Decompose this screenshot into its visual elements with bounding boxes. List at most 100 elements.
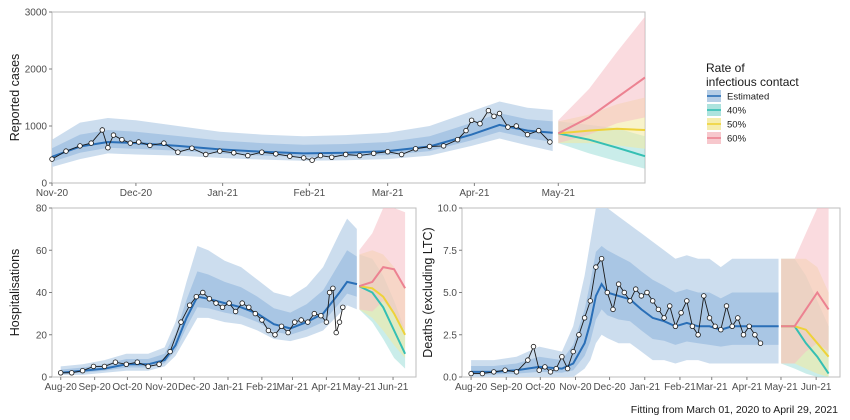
hospitalisations-ytick-label-2: 40 (36, 288, 48, 299)
deaths-observed-point (661, 315, 667, 321)
deaths-observed-point (723, 303, 730, 309)
deaths-observed-point (684, 298, 690, 304)
deaths-xtick-label-1: Sep-20 (490, 382, 523, 393)
cases-scenario-band-2 (558, 16, 645, 144)
cases-observed-point (426, 143, 433, 150)
hospitalisations-xtick-label-4: Dec-20 (178, 382, 211, 393)
hospitalisations-observed-point (285, 329, 291, 336)
deaths-ylabel: Deaths (excluding LTC) (421, 227, 435, 357)
hospitalisations-observed-point (193, 294, 199, 300)
cases-ylabel: Reported cases (8, 54, 22, 142)
cases-observed-point (329, 154, 335, 160)
deaths-observed-point (650, 298, 656, 304)
deaths-observed-point (513, 369, 520, 375)
hospitalisations-observed-point (340, 304, 346, 310)
hospitalisations-observed-point (145, 363, 151, 370)
cases-xtick-label-1: Dec-20 (120, 188, 153, 199)
hospitalisations-observed-point (246, 304, 252, 310)
hospitalisations-xtick-label-2: Oct-20 (112, 382, 142, 393)
hospitalisations-observed-point (305, 319, 311, 325)
deaths-observed-point (581, 315, 588, 321)
cases-observed-point (77, 143, 83, 149)
cases-observed-point (147, 142, 153, 149)
cases-observed-point (440, 143, 447, 149)
hospitalisations-observed-point (252, 310, 258, 317)
cases-observed-point (357, 152, 363, 159)
deaths-xtick-label-0: Aug-20 (455, 382, 488, 393)
cases-observed-point (110, 132, 117, 138)
legend-label-1: 40% (727, 106, 747, 117)
hospitalisations-ytick-label-1: 20 (36, 330, 48, 341)
caption: Fitting from March 01, 2020 to April 29,… (631, 404, 838, 416)
deaths-observed-point (667, 303, 673, 309)
hospitalisations-observed-point (330, 285, 336, 291)
deaths-xtick-label-6: Feb-21 (664, 382, 696, 393)
deaths-observed-point (718, 327, 724, 333)
deaths-chart-panel: 0.0 2.5 5.0 7.5 10.0 Aug-20 Sep-20 Oct-20 Nov-20… (421, 204, 841, 393)
cases-observed-point (309, 157, 315, 163)
deaths-observed-point (706, 315, 713, 321)
cases-observed-point (287, 153, 293, 159)
deaths-ytick-label-3: 7.5 (443, 246, 457, 257)
deaths-xtick-label-4: Dec-20 (593, 382, 626, 393)
cases-observed-point (505, 124, 511, 130)
cases-xtick-label-0: Nov-20 (36, 188, 69, 199)
deaths-observed-point (627, 298, 633, 304)
cases-ytick-label-1: 1000 (25, 122, 48, 133)
cases-ytick-label-2: 2000 (25, 65, 48, 76)
cases-observed-point (127, 140, 133, 146)
hospitalisations-observed-point (226, 300, 232, 306)
cases-xtick-label-2: Jan-21 (207, 188, 238, 199)
cases-observed-point (463, 127, 469, 134)
deaths-observed-point (570, 348, 576, 355)
hospitalisations-observed-point (213, 300, 219, 306)
cases-observed-point (496, 110, 503, 117)
cases-observed-point (477, 120, 483, 127)
hospitalisations-observed-point (333, 329, 339, 336)
hospitalisations-observed-point (101, 363, 108, 370)
deaths-observed-point (610, 306, 616, 313)
cases-observed-point (217, 148, 223, 154)
deaths-xtick-label-8: Apr-21 (732, 382, 762, 393)
hospitalisations-ylabel: Hospitalisations (8, 249, 22, 337)
deaths-observed-point (564, 365, 571, 372)
cases-observed-point (412, 146, 419, 152)
hospitalisations-observed-point (90, 363, 97, 370)
cases-observed-point (245, 152, 251, 159)
hospitalisations-observed-point (272, 332, 278, 338)
hospitalisations-observed-point (298, 317, 304, 323)
hospitalisations-observed-point (311, 310, 317, 317)
cases-observed-point (454, 136, 461, 143)
deaths-observed-point (757, 340, 764, 346)
deaths-xtick-label-7: Mar-21 (696, 382, 728, 393)
hospitalisations-observed-point (186, 302, 193, 308)
hospitalisations-observed-point (167, 348, 173, 355)
hospitalisations-observed-point (58, 370, 64, 376)
legend-label-3: 60% (727, 134, 747, 145)
deaths-scenario-band-2 (781, 208, 829, 364)
deaths-observed-point (536, 367, 542, 373)
deaths-observed-point (655, 306, 662, 313)
hospitalisations-xtick-label-1: Sep-20 (79, 382, 112, 393)
deaths-observed-point (559, 354, 565, 360)
hospitalisations-observed-point (265, 327, 272, 334)
cases-observed-point (88, 140, 94, 146)
deaths-ytick-label-2: 5.0 (443, 288, 457, 299)
legend-title-line1: Rate of (706, 61, 745, 75)
hospitalisations-observed-point (79, 368, 86, 374)
deaths-xtick-label-9: May-21 (764, 382, 798, 393)
hospitalisations-xtick-label-10: Jun-21 (378, 382, 409, 393)
cases-xtick-label-6: May-21 (542, 188, 576, 199)
hospitalisations-ytick-label-0: 0 (41, 373, 47, 384)
cases-observed-point (468, 117, 475, 123)
deaths-ytick-label-0: 0.0 (443, 373, 457, 384)
deaths-observed-point (672, 323, 679, 329)
deaths-observed-point (547, 369, 554, 375)
deaths-observed-point (502, 367, 508, 373)
deaths-observed-point (604, 289, 610, 296)
legend-label-0: Estimated (727, 92, 769, 103)
deaths-xtick-label-3: Nov-20 (559, 382, 592, 393)
deaths-observed-point (746, 323, 752, 329)
hospitalisations-observed-point (326, 289, 333, 296)
